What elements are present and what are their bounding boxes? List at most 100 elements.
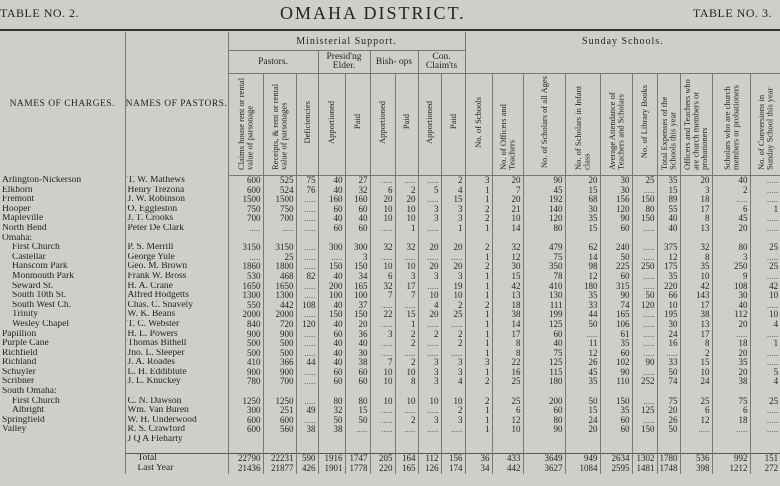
charge-name: South Omaha: <box>2 387 57 397</box>
value-cell: 108 <box>295 300 318 311</box>
value-cell: 32 <box>344 185 370 196</box>
value-cell: 26 <box>564 358 601 368</box>
value-cell: 4 <box>440 185 466 196</box>
column-header: Apportioned <box>369 73 395 176</box>
pastor-name: T. C. Webster <box>124 319 228 330</box>
value-cell: 60 <box>344 367 370 378</box>
empty-value-cell: ..... <box>749 271 780 282</box>
value-cell: 80 <box>344 396 370 407</box>
value-cell: 80 <box>631 204 658 215</box>
value-cell: 200 <box>317 281 345 292</box>
total-value-cell: 398 <box>679 463 713 474</box>
value-cell: 9 <box>711 271 751 282</box>
value-cell: 20 <box>491 175 524 186</box>
value-cell: 14 <box>491 319 524 330</box>
table-row: North Bend Peter De Clark............... 6… <box>0 223 780 234</box>
value-cell: 3 <box>679 185 713 196</box>
value-cell: 2 <box>440 300 466 311</box>
value-cell: 20 <box>679 175 713 186</box>
table-row: First Church C. N. Dawson 1250 1250..... 80 8… <box>0 396 780 407</box>
value-cell: 34 <box>344 271 370 282</box>
total-value-cell: 3627 <box>522 463 566 474</box>
value-cell: 3 <box>440 214 466 224</box>
empty-value-cell: ..... <box>631 339 658 349</box>
empty-value-cell: ..... <box>394 406 418 416</box>
charge-name: Seward St. <box>12 281 54 291</box>
value-cell: 1 <box>464 271 493 282</box>
value-cell: 2 <box>417 329 441 340</box>
value-cell: 1650 <box>262 281 296 292</box>
value-cell: 38 <box>295 425 318 436</box>
value-cell: 125 <box>522 358 566 368</box>
value-cell: 45 <box>564 367 601 378</box>
empty-value-cell: ..... <box>369 319 395 330</box>
value-cell: 25 <box>491 377 524 388</box>
value-cell: 30 <box>599 175 633 186</box>
last-year-row: Last Year 21436 21877 426 1901 1778 220 165 126 1… <box>0 463 780 474</box>
value-cell: 130 <box>522 291 566 301</box>
value-cell: 30 <box>491 262 524 272</box>
value-cell: 530 <box>227 271 263 282</box>
value-cell: 50 <box>656 367 681 378</box>
value-cell: 78 <box>522 271 566 282</box>
value-cell: 900 <box>262 329 296 340</box>
value-cell: 700 <box>262 214 296 224</box>
value-cell: 3 <box>417 214 441 224</box>
value-cell: 468 <box>262 271 296 282</box>
value-cell: 60 <box>599 348 633 359</box>
value-cell: 25 <box>262 252 296 263</box>
value-cell: 49 <box>295 406 318 416</box>
value-cell: 40 <box>656 214 681 224</box>
value-cell: 40 <box>317 214 345 224</box>
pastor-name: Jno. L. Sleeper <box>124 348 228 359</box>
value-cell: 75 <box>711 396 751 407</box>
column-header-label: No. of Library Books <box>639 85 650 159</box>
value-cell: 21 <box>491 204 524 215</box>
spacer-cell <box>317 444 345 454</box>
value-cell: 1500 <box>227 195 263 205</box>
value-cell: 25 <box>679 396 713 407</box>
total-value-cell: 112 <box>417 452 441 464</box>
total-value-cell: 21877 <box>262 463 296 474</box>
pastor-name: Thomas Bithell <box>124 339 228 349</box>
value-cell: 75 <box>522 252 566 263</box>
value-cell: 3 <box>417 377 441 388</box>
total-value-cell: 22790 <box>227 452 263 464</box>
value-cell: 1 <box>440 223 466 234</box>
value-cell: 12 <box>491 252 524 263</box>
empty-value-cell <box>564 435 601 445</box>
empty-value-cell: ..... <box>631 310 658 320</box>
charge-name: Scribner <box>2 377 35 387</box>
value-cell: 10 <box>440 396 466 407</box>
value-cell <box>317 387 345 397</box>
value-cell: 143 <box>679 291 713 301</box>
value-cell: 20 <box>711 319 751 330</box>
value-cell: 300 <box>317 243 345 253</box>
column-header-label: No. of Scholars of all Ages <box>538 75 549 169</box>
value-cell: 100 <box>317 291 345 301</box>
value-cell: 550 <box>227 300 263 311</box>
value-cell: 3 <box>417 358 441 368</box>
column-header-label: Paid <box>401 114 412 130</box>
value-cell: 17 <box>491 329 524 340</box>
empty-value-cell: ..... <box>295 348 318 359</box>
column-header-label: Scholars who are church members or proba… <box>721 85 741 170</box>
total-value-cell: 151 <box>749 452 780 464</box>
total-value-cell: 34 <box>464 463 493 474</box>
value-cell <box>317 233 345 244</box>
value-cell: 150 <box>317 262 345 272</box>
value-cell: 42 <box>749 281 780 292</box>
empty-value-cell: ..... <box>749 348 780 359</box>
empty-value-cell <box>227 435 263 445</box>
value-cell <box>295 233 318 244</box>
empty-value-cell: ..... <box>631 348 658 359</box>
value-cell: 25 <box>491 396 524 407</box>
value-cell: 8 <box>679 214 713 224</box>
section-heading-row: Omaha: <box>0 233 780 244</box>
value-cell: 24 <box>564 415 601 426</box>
value-cell: 1 <box>464 310 493 320</box>
value-cell: 2000 <box>227 310 263 320</box>
value-cell: 240 <box>599 243 633 253</box>
total-label: Last Year <box>124 463 228 474</box>
empty-value-cell: ..... <box>749 252 780 263</box>
